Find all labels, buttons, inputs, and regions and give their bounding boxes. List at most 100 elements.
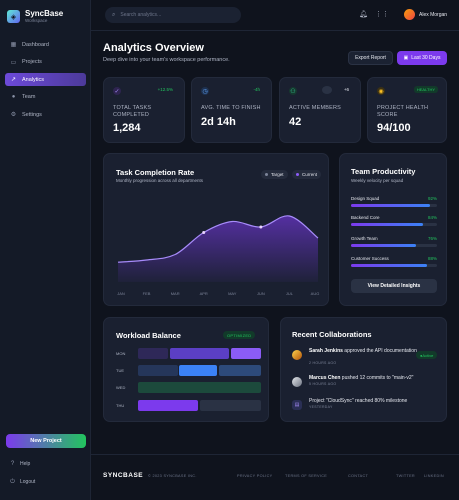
timer-icon: ◷ [201, 87, 209, 95]
legend-label: Target [271, 172, 284, 177]
squad-name: Backend Core [351, 215, 380, 220]
data-point[interactable] [259, 225, 263, 229]
optimized-badge: OPTIMIZED [223, 331, 256, 339]
x-tick-label: JUL [286, 291, 294, 296]
series-area-current [118, 215, 318, 282]
workload-row: TUE [116, 365, 261, 376]
legend-dot [265, 173, 268, 176]
stat-card-time: ◷ -4h AVG. TIME TO FINISH 2d 14h [191, 77, 272, 143]
squad-row: Backend Core 84% [351, 215, 437, 226]
collaboration-text: Sarah Jenkins approved the API documenta… [309, 348, 417, 354]
sidebar-item-label: Team [22, 94, 36, 100]
stat-card-health: ◉ HEALTHY PROJECT HEALTH SCORE 94/100 [367, 77, 447, 143]
avatar [292, 350, 302, 360]
workload-day: THU [116, 403, 125, 408]
x-tick-label: AUG [311, 291, 320, 296]
data-point[interactable] [202, 231, 206, 234]
footer-link-twitter[interactable]: TWITTER [396, 474, 415, 478]
collaboration-text: Marcus Chen pushed 12 commits to "main-v… [309, 375, 414, 381]
x-tick-label: APR [200, 291, 208, 296]
footer-link-linkedin[interactable]: LINKEDIN [424, 474, 444, 478]
sidebar-item-analytics[interactable]: ↗ Analytics [5, 73, 86, 86]
x-tick-label: JAN [117, 291, 125, 296]
brand[interactable]: ◈ SyncBase Workspace [7, 9, 63, 24]
stat-badge: +12.5% [157, 87, 173, 92]
workload-segment[interactable] [138, 382, 261, 393]
workload-segment[interactable] [179, 365, 217, 376]
sidebar-item-label: Projects [22, 59, 42, 65]
sidebar-nav: ▦ Dashboard ▭ Projects ↗ Analytics ● Tea… [5, 38, 86, 126]
footer-copyright: © 2023 SYNCBASE INC. [148, 474, 197, 478]
x-tick-label: MAR [171, 291, 180, 296]
sidebar-item-label: Settings [22, 111, 42, 118]
workload-row: MON [116, 348, 261, 359]
footer-link-terms[interactable]: TERMS OF SERVICE [285, 474, 328, 478]
new-project-button[interactable]: New Project [6, 434, 86, 448]
stat-badge: +6 [343, 87, 349, 92]
productivity-card: Team Productivity Weekly velocity per sq… [339, 153, 447, 306]
workload-segment[interactable] [219, 365, 261, 376]
workload-segment[interactable] [138, 348, 168, 359]
avatar-stack-icon [322, 86, 332, 94]
view-insights-button[interactable]: View Detailed Insights [351, 279, 437, 293]
grid-icon: ▦ [10, 42, 17, 48]
squad-name: Growth Team [351, 236, 378, 241]
status-badge: ● Active [416, 351, 438, 359]
stat-value: 94/100 [377, 122, 411, 134]
export-report-button[interactable]: Export Report [348, 51, 393, 65]
stat-value: 2d 14h [201, 116, 236, 128]
chart-subtitle: Monthly progression across all departmen… [116, 178, 204, 183]
footer-link-contact[interactable]: CONTACT [348, 474, 369, 478]
check-circle-icon: ✓ [113, 87, 121, 95]
sidebar-item-dashboard[interactable]: ▦ Dashboard [5, 38, 86, 51]
apps-grid-icon[interactable]: ⋮⋮ [375, 11, 389, 18]
productivity-title: Team Productivity [351, 167, 416, 176]
legend-dot [296, 173, 299, 176]
users-icon: ● [11, 94, 16, 100]
help-link[interactable]: ? Help [9, 458, 35, 470]
topbar: ⌕ 🔔︎ ⋮⋮ Alex Morgan [91, 0, 459, 31]
squad-row: Growth Team 76% [351, 236, 437, 247]
legend-current[interactable]: Current [292, 170, 322, 179]
collaboration-time: YESTERDAY [309, 405, 333, 409]
legend-target[interactable]: Target [261, 170, 288, 179]
squad-row: Design Squad 92% [351, 196, 437, 207]
search-input[interactable] [120, 12, 231, 18]
brand-subtitle: Workspace [25, 18, 48, 23]
workload-row: THU [116, 400, 261, 411]
logout-label: Logout [20, 479, 36, 485]
workload-segment[interactable] [170, 348, 229, 359]
date-range-label: Last 30 Days [411, 55, 441, 61]
footer-link-privacy[interactable]: PRIVACY POLICY [237, 474, 273, 478]
page-subtitle: Deep dive into your team's workspace per… [103, 57, 230, 63]
avatar[interactable] [404, 9, 415, 20]
workload-segment[interactable] [200, 400, 261, 411]
collaboration-time: 5 HOURS AGO [309, 382, 337, 386]
workload-day: MON [116, 351, 126, 356]
logout-link[interactable]: ⏻ Logout [9, 476, 35, 488]
folder-icon: ▭ [10, 59, 17, 66]
search-box[interactable]: ⌕ [105, 7, 241, 23]
x-tick-label: MAY [228, 291, 237, 296]
brand-name: SyncBase [25, 9, 64, 18]
squad-row: Customer Success 88% [351, 256, 437, 267]
workload-day: WED [116, 385, 126, 390]
stat-label: AVG. TIME TO FINISH [201, 105, 261, 111]
sidebar-item-settings[interactable]: ⚙ Settings [5, 108, 86, 121]
bell-icon[interactable]: 🔔︎ [359, 11, 368, 18]
squad-name: Customer Success [351, 256, 389, 261]
workload-segment[interactable] [231, 348, 261, 359]
date-range-button[interactable]: ▣ Last 30 Days [397, 51, 447, 65]
user-name: Alex Morgan [419, 12, 448, 18]
squad-name: Design Squad [351, 196, 380, 201]
help-icon: ? [10, 461, 15, 467]
sidebar-item-team[interactable]: ● Team [5, 91, 86, 104]
workload-segment[interactable] [138, 400, 198, 411]
sidebar-item-projects[interactable]: ▭ Projects [5, 56, 86, 69]
workload-segment[interactable] [138, 365, 178, 376]
sidebar-footer: ? Help ⏻ Logout [9, 458, 35, 494]
squad-bar [351, 223, 424, 226]
squad-bar [351, 264, 427, 267]
logout-icon: ⏻ [10, 478, 15, 485]
workload-row: WED [116, 382, 261, 393]
